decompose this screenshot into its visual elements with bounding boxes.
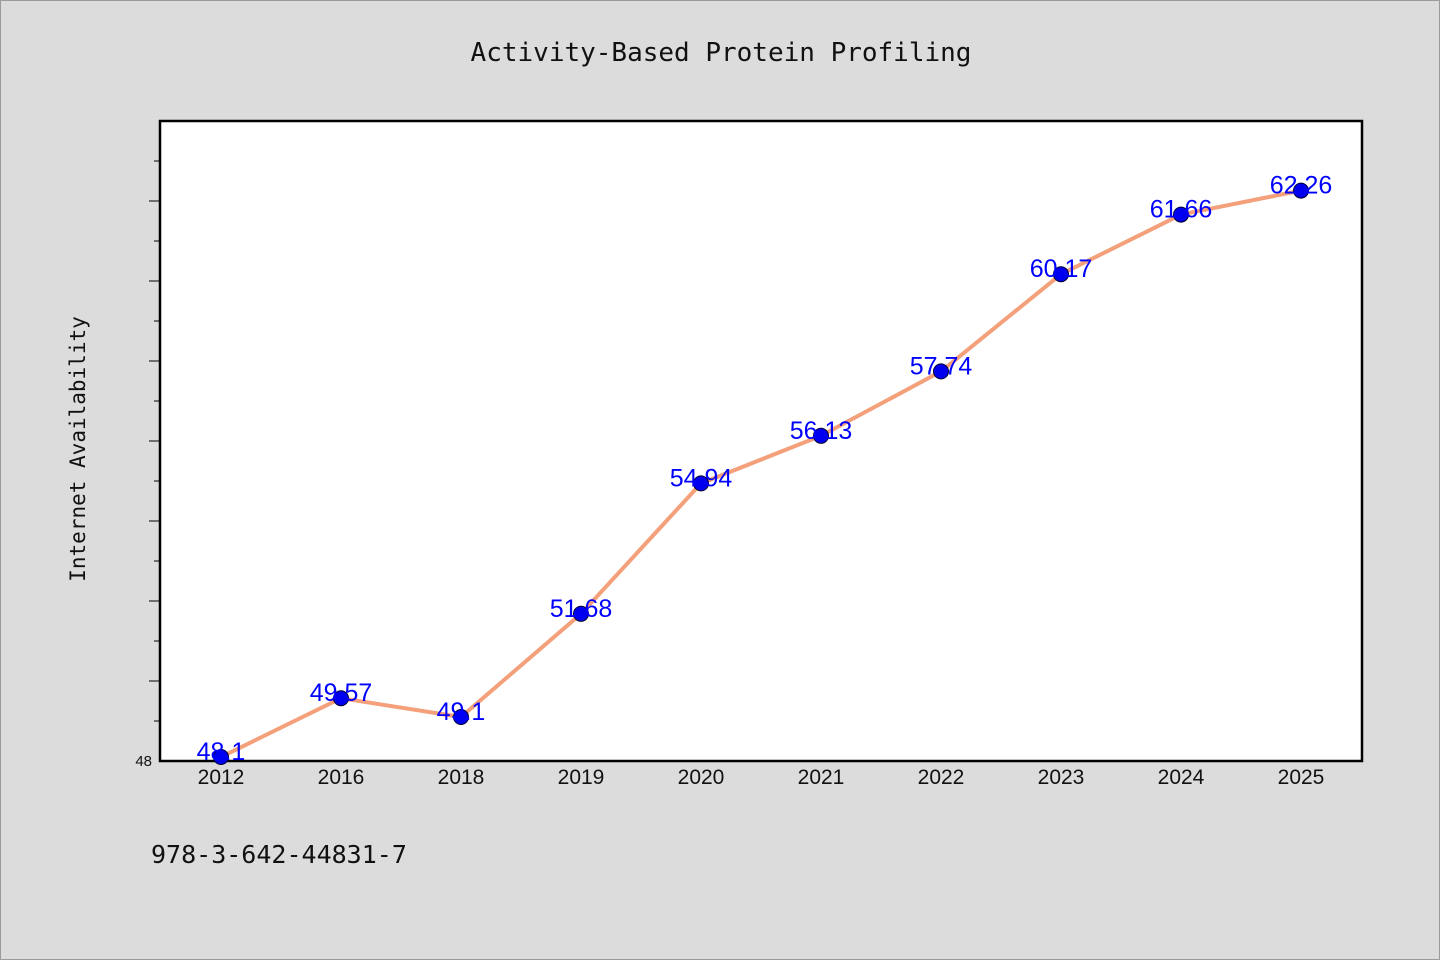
data-label: 51.68 [550,595,613,623]
data-point [813,427,829,444]
y-tick-label: 48 [135,753,152,770]
data-labels: 48.1 49.57 49.1 51.68 54.94 56.13 57.74 60.17 61… [197,172,1333,766]
data-label: 49.57 [310,679,373,707]
plot-area [158,119,1364,763]
data-point [1053,266,1069,283]
x-tick-label: 2024 [1158,766,1205,789]
y-axis-label: Internet Availability [66,316,90,582]
data-point [333,690,349,707]
data-label: 49.1 [437,698,486,726]
x-tick-label: 2022 [918,766,965,789]
data-point [1293,182,1309,199]
data-point [573,605,589,622]
x-tick-label: 2020 [678,766,725,789]
x-tick-label: 2018 [438,766,485,789]
x-tick-label: 2012 [198,766,245,789]
x-tick-label: 2023 [1038,766,1085,789]
x-tick-label: 2025 [1278,766,1325,789]
x-axis-tick-labels: 2012 2016 2018 2019 2020 2021 2022 2023 2024 2025 [198,766,1325,789]
data-point [213,749,229,765]
series-line-group [219,188,1303,759]
data-point [693,475,709,492]
data-label: 60.17 [1030,255,1093,283]
data-label: 48.1 [197,738,246,766]
x-tick-label: 2021 [798,766,845,789]
data-point [1173,206,1189,223]
data-label: 61.66 [1150,196,1213,224]
data-point [453,709,469,725]
data-label: 54.94 [670,464,733,492]
isbn-footer: 978-3-642-44831-7 [151,840,407,869]
y-axis-tick-labels: 48 [135,753,152,770]
x-tick-label: 2016 [318,766,365,789]
data-point [933,363,949,380]
series-line [219,188,1303,759]
chart-title: Activity-Based Protein Profiling [471,38,972,68]
y-axis-ticks [149,160,160,722]
data-label: 57.74 [910,352,973,380]
data-label: 56.13 [790,417,853,445]
data-label: 62.26 [1270,172,1333,200]
data-markers [213,182,1309,765]
x-tick-label: 2019 [558,766,605,789]
